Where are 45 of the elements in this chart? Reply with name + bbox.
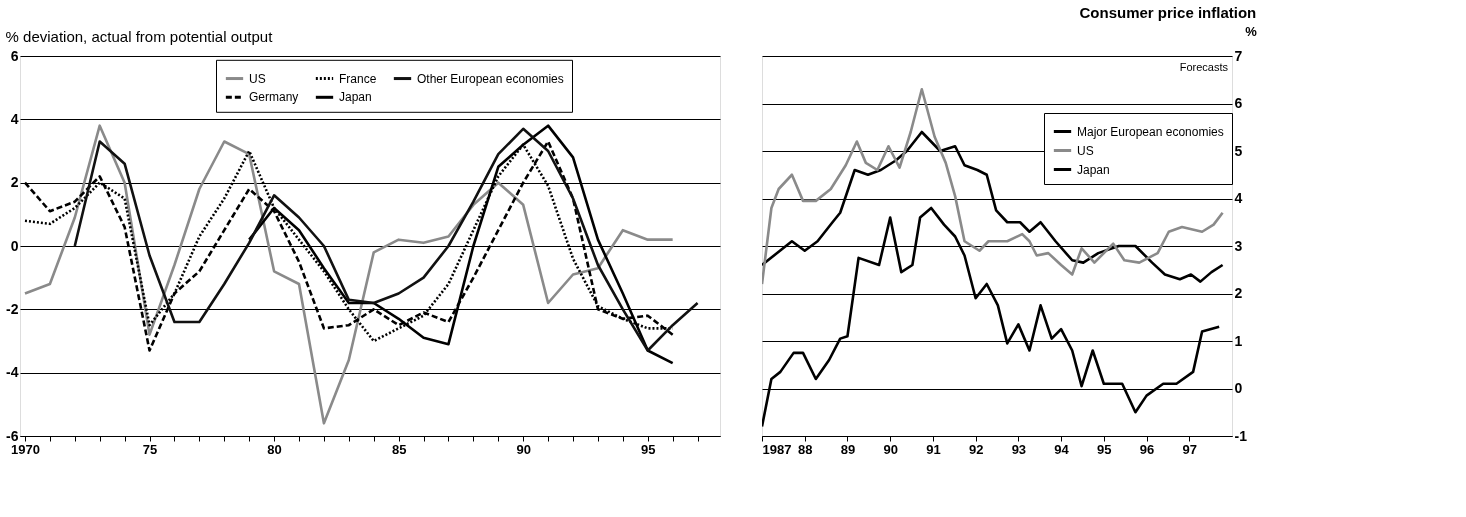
x-tick-label: 96: [1139, 441, 1155, 457]
x-tick-label: 90: [516, 441, 531, 457]
y-axis-title: %: [1245, 23, 1258, 39]
x-tick-label: 95: [1097, 441, 1112, 457]
y-tick-label: 4: [1234, 190, 1243, 206]
chart-title: Consumer price inflation: [1079, 4, 1257, 21]
x-tick-label: 1987: [762, 441, 792, 457]
y-tick-label: -1: [1234, 427, 1248, 444]
y-tick-label: 1: [1234, 332, 1243, 349]
x-tick-label: 97: [1182, 441, 1198, 457]
x-tick-label: 1970: [11, 441, 40, 457]
y-tick-label: 3: [1234, 237, 1243, 254]
x-tick-label: 93: [1011, 441, 1027, 457]
chart-subtitle: % deviation, actual from potential output: [5, 28, 274, 45]
legend-label: US: [1077, 143, 1094, 158]
legend-label: Major European economies: [1077, 124, 1224, 139]
legend-label: Japan: [1077, 162, 1110, 177]
x-tick-label: 89: [840, 441, 856, 457]
annotation: Forecasts: [1179, 61, 1229, 73]
y-tick-label: 7: [1234, 47, 1243, 64]
legend-label: Germany: [249, 90, 299, 105]
x-tick-label: 85: [391, 441, 407, 457]
y-tick-label: 0: [1234, 380, 1243, 396]
legend-label: Japan: [339, 90, 372, 105]
legend-label: Other European economies: [417, 71, 564, 86]
x-tick-label: 80: [267, 441, 282, 457]
legend-label: US: [249, 71, 266, 86]
x-tick-label: 90: [883, 441, 898, 457]
y-tick-label: 6: [10, 47, 19, 64]
x-tick-label: 92: [968, 441, 984, 457]
x-tick-label: 75: [142, 441, 158, 457]
y-tick-label: -6: [6, 427, 19, 444]
y-tick-label: -4: [6, 364, 19, 381]
x-tick-label: 91: [926, 441, 941, 457]
y-tick-label: 0: [10, 237, 19, 254]
y-tick-label: 2: [10, 174, 19, 191]
x-tick-label: 88: [797, 441, 813, 457]
x-tick-label: 94: [1054, 441, 1070, 457]
y-tick-label: 2: [1234, 285, 1243, 301]
legend-label: France: [339, 71, 377, 86]
x-tick-label: 95: [641, 441, 656, 457]
y-tick-label: 5: [1234, 142, 1243, 159]
y-tick-label: 6: [1234, 95, 1243, 111]
y-tick-label: 4: [10, 110, 19, 127]
y-tick-label: -2: [6, 300, 19, 317]
